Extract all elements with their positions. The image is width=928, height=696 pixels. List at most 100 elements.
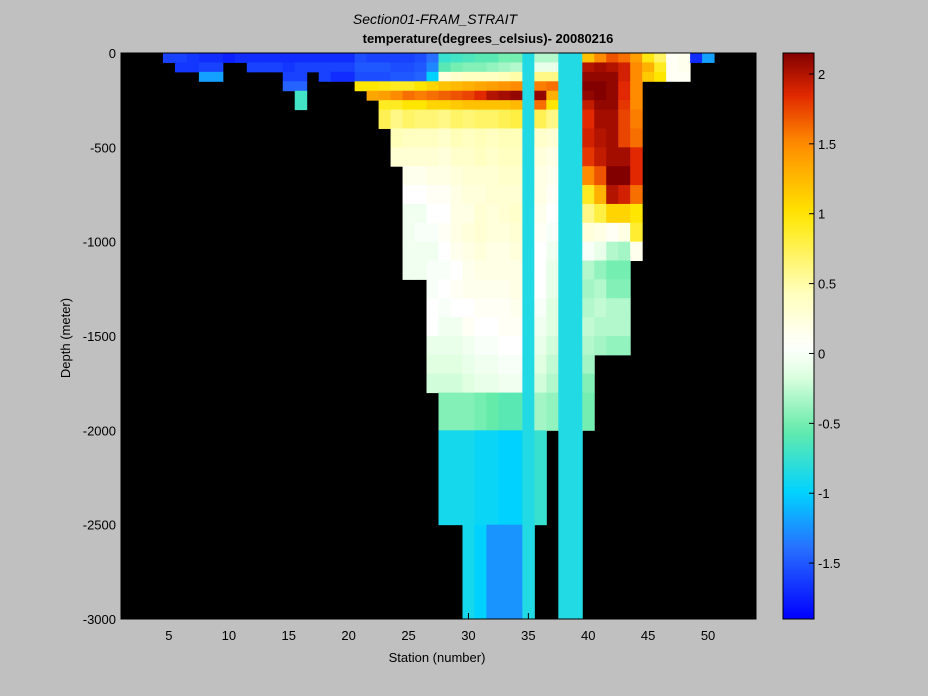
heatmap-cell bbox=[498, 128, 511, 148]
heatmap-cell bbox=[486, 166, 499, 186]
heatmap-cell bbox=[174, 53, 188, 63]
heatmap-cell bbox=[618, 336, 631, 356]
heatmap-cell bbox=[534, 166, 547, 186]
heatmap-cell bbox=[666, 53, 679, 63]
heatmap-cell bbox=[606, 62, 619, 73]
heatmap-cell bbox=[510, 81, 523, 92]
heatmap-cell bbox=[342, 71, 356, 82]
heatmap-cell bbox=[546, 241, 559, 262]
heatmap-cell bbox=[366, 62, 380, 73]
heatmap-cell bbox=[390, 53, 404, 63]
heatmap-cell bbox=[486, 100, 499, 111]
heatmap-cell bbox=[498, 185, 511, 205]
heatmap-cell bbox=[438, 62, 451, 73]
heatmap-cell bbox=[618, 222, 631, 243]
heatmap-cell bbox=[462, 392, 475, 412]
heatmap-cell bbox=[534, 147, 547, 167]
heatmap-cell bbox=[630, 100, 643, 111]
heatmap-cell bbox=[606, 100, 619, 111]
heatmap-cell bbox=[546, 109, 559, 129]
y-tick-label: -2500 bbox=[83, 518, 116, 533]
heatmap-cell bbox=[378, 109, 392, 129]
heatmap-cell bbox=[462, 222, 475, 243]
heatmap-cell bbox=[414, 81, 428, 92]
heatmap-cell bbox=[450, 147, 463, 167]
heatmap-cell bbox=[462, 166, 475, 186]
heatmap-cell bbox=[510, 62, 523, 73]
heatmap-cells bbox=[162, 53, 715, 620]
heatmap-cell bbox=[486, 222, 499, 243]
heatmap-cell bbox=[390, 62, 404, 73]
heatmap-cell bbox=[594, 298, 607, 318]
heatmap-cell bbox=[582, 166, 595, 186]
heatmap-cell bbox=[498, 109, 511, 129]
heatmap-cell bbox=[438, 128, 451, 148]
heatmap-cell bbox=[582, 53, 595, 63]
heatmap-cell bbox=[510, 109, 523, 129]
heatmap-cell bbox=[666, 62, 679, 73]
heatmap-cell bbox=[498, 336, 511, 356]
heatmap-cell bbox=[534, 430, 547, 526]
heatmap-cell bbox=[186, 62, 200, 73]
heatmap-cell bbox=[534, 260, 547, 280]
heatmap-cell bbox=[474, 260, 487, 280]
heatmap-cell bbox=[606, 260, 619, 280]
heatmap-cell bbox=[594, 241, 607, 262]
heatmap-cell bbox=[426, 317, 439, 337]
x-tick-label: 20 bbox=[341, 628, 355, 643]
heatmap-cell bbox=[426, 166, 439, 186]
colorbar-tick-label: 1.5 bbox=[818, 137, 836, 152]
heatmap-cell bbox=[438, 90, 451, 101]
heatmap-cell bbox=[474, 279, 487, 299]
heatmap-cell bbox=[462, 411, 475, 431]
heatmap-cell bbox=[582, 185, 595, 205]
heatmap-cell bbox=[594, 81, 607, 92]
heatmap-cell bbox=[594, 100, 607, 111]
heatmap-cell bbox=[438, 147, 451, 167]
heatmap-cell bbox=[606, 185, 619, 205]
heatmap-cell bbox=[462, 185, 475, 205]
heatmap-cell bbox=[498, 524, 511, 620]
x-tick-label: 45 bbox=[641, 628, 655, 643]
heatmap-cell bbox=[534, 100, 547, 111]
heatmap-cell bbox=[414, 222, 428, 243]
heatmap-cell bbox=[438, 430, 451, 526]
heatmap-cell bbox=[630, 147, 643, 167]
heatmap-cell bbox=[486, 336, 499, 356]
heatmap-cell bbox=[258, 53, 272, 63]
heatmap-cell bbox=[510, 71, 523, 82]
heatmap-cell bbox=[630, 53, 643, 63]
heatmap-cell bbox=[426, 53, 439, 63]
heatmap-cell bbox=[582, 317, 595, 337]
heatmap-cell bbox=[438, 166, 451, 186]
heatmap-cell bbox=[366, 53, 380, 63]
x-axis-label: Station (number) bbox=[389, 650, 486, 665]
heatmap-cell bbox=[438, 279, 451, 299]
heatmap-cell bbox=[438, 354, 451, 375]
heatmap-cell bbox=[414, 90, 428, 101]
y-tick-label: -3000 bbox=[83, 612, 116, 627]
heatmap-cell bbox=[426, 373, 439, 394]
heatmap-cell bbox=[510, 373, 523, 394]
heatmap-cell bbox=[474, 90, 487, 101]
heatmap-cell bbox=[498, 317, 511, 337]
heatmap-cell bbox=[330, 53, 344, 63]
heatmap-cell bbox=[510, 392, 523, 412]
heatmap-cell bbox=[546, 203, 559, 224]
chart-title: Section01-FRAM_STRAIT bbox=[353, 11, 519, 27]
heatmap-cell bbox=[486, 62, 499, 73]
heatmap-cell bbox=[606, 279, 619, 299]
colorbar-tick-label: -0.5 bbox=[818, 416, 840, 431]
heatmap-cell bbox=[606, 203, 619, 224]
heatmap-cell bbox=[594, 109, 607, 129]
heatmap-cell bbox=[630, 128, 643, 148]
heatmap-cell bbox=[654, 62, 667, 73]
heatmap-cell bbox=[618, 241, 631, 262]
x-tick-label: 25 bbox=[401, 628, 415, 643]
heatmap-cell bbox=[474, 336, 487, 356]
heatmap-cell bbox=[486, 373, 499, 394]
heatmap-cell bbox=[630, 109, 643, 129]
heatmap-cell bbox=[606, 90, 619, 101]
heatmap-cell bbox=[462, 147, 475, 167]
heatmap-cell bbox=[438, 203, 451, 224]
